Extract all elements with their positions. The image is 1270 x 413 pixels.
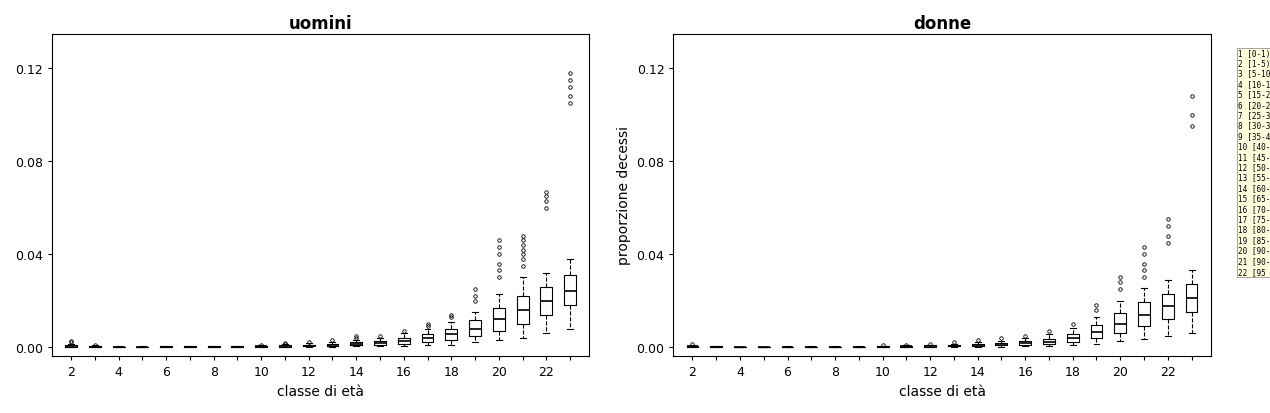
- X-axis label: classe di età: classe di età: [277, 384, 364, 398]
- Text: 1 [0-1)
2 [1-5)
3 [5-10)
4 [10-15)
5 [15-20)
6 [20-25)
7 [25-30)
8 [30-35)
9 [35: 1 [0-1) 2 [1-5) 3 [5-10) 4 [10-15) 5 [15…: [1238, 50, 1270, 276]
- X-axis label: classe di età: classe di età: [898, 384, 986, 398]
- Y-axis label: proporzione decessi: proporzione decessi: [617, 126, 631, 265]
- Title: uomini: uomini: [288, 15, 352, 33]
- Title: donne: donne: [913, 15, 972, 33]
